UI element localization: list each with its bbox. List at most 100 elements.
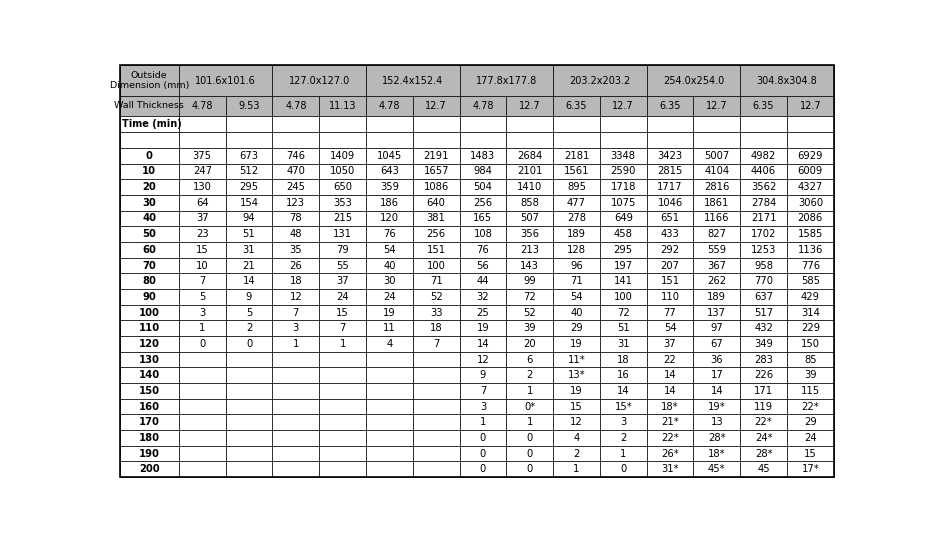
Text: 45: 45	[756, 465, 769, 474]
Bar	[319, 415, 365, 430]
Text: 12.7: 12.7	[799, 101, 820, 111]
Bar	[646, 226, 692, 242]
Bar	[459, 66, 552, 96]
Text: 56: 56	[476, 260, 489, 271]
Bar	[692, 96, 740, 115]
Text: 643: 643	[379, 166, 399, 177]
Bar	[179, 399, 225, 415]
Bar	[740, 461, 786, 477]
Bar	[319, 242, 365, 258]
Text: 51: 51	[616, 323, 629, 333]
Bar	[646, 273, 692, 289]
Bar	[179, 383, 225, 399]
Bar	[179, 115, 225, 132]
Text: 6929: 6929	[797, 151, 822, 161]
Text: 13*: 13*	[567, 370, 585, 380]
Text: 1075: 1075	[610, 198, 635, 208]
Bar	[740, 242, 786, 258]
Bar	[506, 383, 552, 399]
Bar	[365, 96, 413, 115]
Text: 20: 20	[523, 339, 536, 349]
Bar	[599, 430, 646, 446]
Bar	[786, 399, 832, 415]
Text: 72: 72	[616, 308, 629, 317]
Text: 1718: 1718	[610, 182, 635, 192]
Text: 2784: 2784	[750, 198, 775, 208]
Bar	[179, 446, 225, 461]
Text: 19: 19	[569, 386, 582, 396]
Text: 96: 96	[569, 260, 582, 271]
Text: 18*: 18*	[661, 402, 679, 411]
Text: 1702: 1702	[750, 229, 776, 239]
Bar	[413, 461, 459, 477]
Bar	[413, 132, 459, 148]
Bar	[786, 258, 832, 273]
Bar	[413, 352, 459, 367]
Text: 100: 100	[139, 308, 159, 317]
Text: 1136: 1136	[797, 245, 822, 255]
Text: 2191: 2191	[423, 151, 449, 161]
Text: 3423: 3423	[656, 151, 682, 161]
Text: 64: 64	[196, 198, 209, 208]
Bar	[120, 273, 179, 289]
Text: 2: 2	[526, 370, 532, 380]
Text: 70: 70	[142, 260, 156, 271]
Bar	[459, 96, 506, 115]
Text: 15*: 15*	[614, 402, 631, 411]
Bar	[225, 258, 273, 273]
Bar	[319, 383, 365, 399]
Text: 54: 54	[663, 323, 676, 333]
Text: 23: 23	[196, 229, 209, 239]
Bar	[786, 132, 832, 148]
Text: 314: 314	[800, 308, 819, 317]
Bar	[552, 367, 599, 383]
Bar	[552, 415, 599, 430]
Bar	[646, 115, 692, 132]
Bar	[413, 195, 459, 211]
Text: 3562: 3562	[750, 182, 776, 192]
Bar	[786, 195, 832, 211]
Bar	[786, 446, 832, 461]
Text: 14: 14	[663, 370, 676, 380]
Text: 245: 245	[286, 182, 305, 192]
Bar	[413, 211, 459, 226]
Text: 14: 14	[663, 386, 676, 396]
Text: 7: 7	[292, 308, 298, 317]
Bar	[599, 446, 646, 461]
Text: 0: 0	[199, 339, 205, 349]
Text: 10: 10	[196, 260, 209, 271]
Bar	[413, 430, 459, 446]
Bar	[225, 415, 273, 430]
Bar	[786, 304, 832, 321]
Bar	[506, 195, 552, 211]
Text: 0: 0	[479, 448, 486, 459]
Text: 11.13: 11.13	[328, 101, 356, 111]
Bar	[225, 336, 273, 352]
Text: 154: 154	[239, 198, 259, 208]
Text: 5007: 5007	[704, 151, 729, 161]
Text: 349: 349	[754, 339, 772, 349]
Bar	[599, 304, 646, 321]
Bar	[552, 430, 599, 446]
Bar	[179, 179, 225, 195]
Bar	[692, 273, 740, 289]
Bar	[740, 415, 786, 430]
Bar	[273, 289, 319, 304]
Bar	[552, 132, 599, 148]
Bar	[740, 352, 786, 367]
Bar	[786, 289, 832, 304]
Bar	[273, 258, 319, 273]
Text: 17: 17	[710, 370, 722, 380]
Bar	[179, 164, 225, 179]
Text: 28*: 28*	[707, 433, 725, 443]
Text: 180: 180	[138, 433, 159, 443]
Bar	[459, 242, 506, 258]
Text: 512: 512	[239, 166, 259, 177]
Bar	[179, 66, 273, 96]
Bar	[413, 289, 459, 304]
Text: 0: 0	[526, 433, 532, 443]
Bar	[120, 226, 179, 242]
Text: 1253: 1253	[750, 245, 776, 255]
Bar	[365, 304, 413, 321]
Bar	[179, 321, 225, 336]
